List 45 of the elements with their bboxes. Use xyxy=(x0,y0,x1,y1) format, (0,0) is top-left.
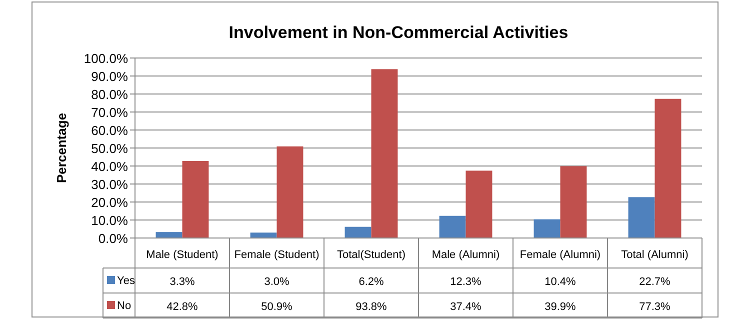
text: 12.3% xyxy=(450,276,482,288)
x-tick-label: Female (Student) xyxy=(234,249,320,261)
y-tick-label: 40.0% xyxy=(91,159,128,174)
text: 3.0% xyxy=(264,276,290,288)
y-tick-label: 20.0% xyxy=(91,195,128,210)
x-tick-label: Total (Alumni) xyxy=(621,249,688,261)
bar xyxy=(182,160,209,238)
bar xyxy=(466,170,492,238)
text: 37.4% xyxy=(450,301,482,313)
bar xyxy=(250,232,277,238)
legend-label: Yes xyxy=(117,275,136,287)
text: 6.2% xyxy=(358,276,384,288)
text: 22.7% xyxy=(639,276,670,288)
y-axis-title: Percentage xyxy=(54,112,69,184)
bar xyxy=(628,197,655,238)
bar xyxy=(654,98,682,238)
bar xyxy=(560,166,587,238)
chart-title: Involvement in Non-Commercial Activities xyxy=(228,23,568,42)
y-tick-label: 70.0% xyxy=(91,105,128,120)
x-tick-label: Male (Alumni) xyxy=(432,249,500,261)
text: 50.9% xyxy=(261,301,292,313)
text: 42.8% xyxy=(166,301,198,313)
legend-label: No xyxy=(117,300,132,312)
x-tick-label: Female (Alumni) xyxy=(520,249,601,261)
y-tick-label: 90.0% xyxy=(91,69,128,84)
bar xyxy=(156,232,182,238)
x-tick-label: Male (Student) xyxy=(146,249,218,261)
text: 39.9% xyxy=(544,301,576,313)
y-tick-label: 100.0% xyxy=(84,51,128,66)
bar xyxy=(276,146,304,238)
text: 10.4% xyxy=(544,276,576,288)
bar xyxy=(371,69,398,238)
y-tick-label: 50.0% xyxy=(91,141,128,156)
y-tick-label: 60.0% xyxy=(91,123,128,138)
x-tick-label: Total(Student) xyxy=(337,249,406,261)
y-tick-label: 80.0% xyxy=(91,87,128,102)
bar xyxy=(439,216,466,238)
text: 3.3% xyxy=(170,276,195,288)
y-tick-label: 0.0% xyxy=(98,231,128,246)
text: 93.8% xyxy=(356,301,387,313)
y-tick-label: 10.0% xyxy=(91,213,128,228)
bar xyxy=(534,219,560,238)
text: 77.3% xyxy=(639,301,670,313)
y-tick-label: 30.0% xyxy=(91,177,128,192)
bar xyxy=(344,226,372,238)
